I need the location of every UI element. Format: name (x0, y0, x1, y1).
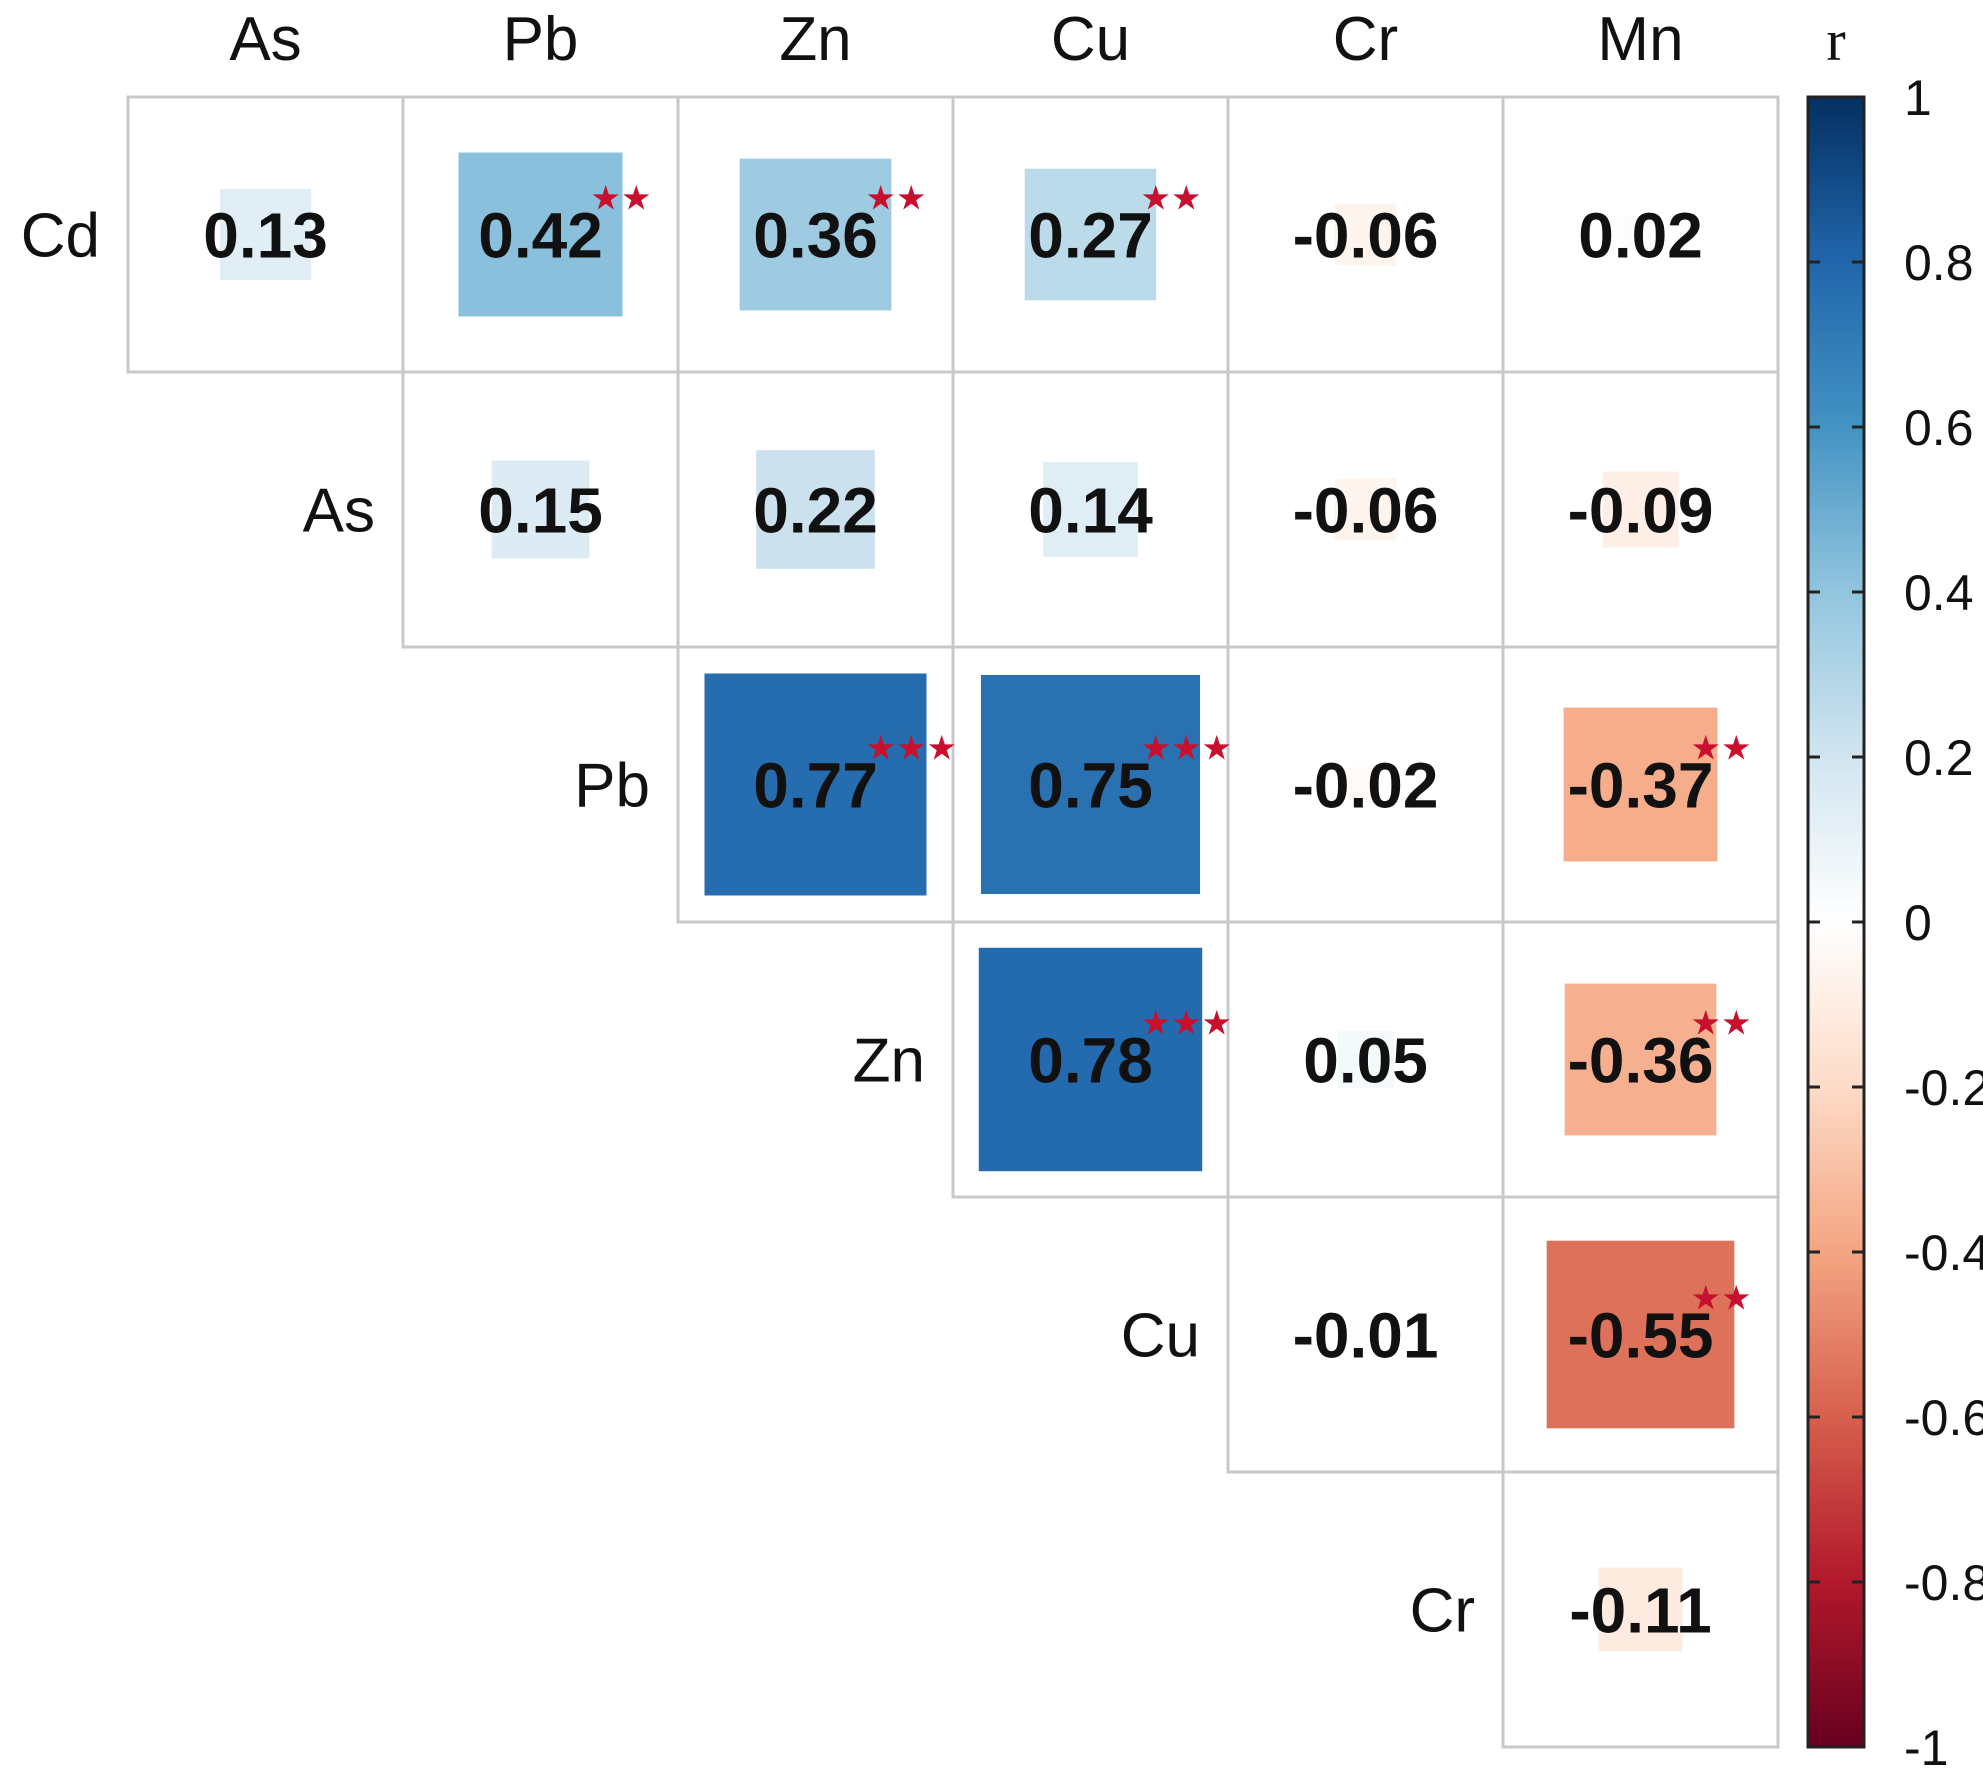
column-label-mn: Mn (1597, 5, 1683, 74)
cell-square-cd-cu (1024, 168, 1157, 301)
cell-square-cd-cr (1334, 203, 1397, 266)
row-label-cr: Cr (1410, 1577, 1475, 1646)
significance-stars-cu-mn: ★★ (1691, 1279, 1752, 1319)
cell-square-as-cu (1043, 462, 1138, 557)
colorbar-tick-label: -1 (1904, 1720, 1948, 1776)
cell-square-cd-pb (458, 152, 623, 317)
cell-value-cd-pb: 0.42 (478, 200, 603, 272)
cell-value-as-zn: 0.22 (753, 475, 878, 547)
cell-value-cd-as: 0.13 (203, 200, 328, 272)
cell-square-pb-cu (980, 674, 1201, 895)
significance-stars-cd-pb: ★★ (591, 179, 652, 219)
colorbar-tick-label: -0.6 (1904, 1390, 1983, 1446)
cell-value-pb-cr: -0.02 (1293, 750, 1439, 822)
cell-value-cr-mn: -0.11 (1569, 1575, 1711, 1647)
significance-stars-pb-cu: ★★★ (1141, 729, 1232, 769)
cell-square-cd-as (219, 188, 312, 281)
row-labels: Cd As Pb Zn Cu Cr (21, 202, 1475, 1646)
cell-value-cd-mn: 0.02 (1578, 200, 1703, 272)
colorbar-title: r (1826, 8, 1845, 73)
cell-value-cu-cr: -0.01 (1293, 1300, 1439, 1372)
cell-square-zn-cr (1337, 1031, 1394, 1088)
cell-square-cd-mn (1622, 216, 1659, 253)
row-label-as: As (303, 477, 375, 546)
column-label-as: As (229, 5, 301, 74)
colorbar-tick-label: -0.4 (1904, 1225, 1983, 1281)
cell-square-pb-zn (704, 673, 927, 896)
colorbar-tick-label: -0.8 (1904, 1555, 1983, 1611)
significance-stars-cd-zn: ★★ (866, 179, 927, 219)
colorbar: r 1 0.8 0.6 0.4 0.2 0 -0.2 -0.4 -0.6 -0.8 -1 (1806, 8, 1983, 1776)
cell-value-cu-mn: -0.55 (1568, 1300, 1714, 1372)
significance-stars-pb-mn: ★★ (1691, 729, 1752, 769)
cell-value-zn-cu: 0.78 (1028, 1025, 1153, 1097)
cell-value-cd-cr: -0.06 (1293, 200, 1439, 272)
cell-value-as-cr: -0.06 (1293, 475, 1439, 547)
colorbar-tick-label: 1 (1904, 70, 1932, 126)
colorbar-tick-label: 0.2 (1904, 730, 1974, 786)
grid (126, 95, 1780, 1749)
colorbar-tick-label: 0 (1904, 895, 1932, 951)
column-label-zn: Zn (779, 5, 851, 74)
column-label-pb: Pb (503, 5, 579, 74)
significance-stars-pb-zn: ★★★ (866, 729, 957, 769)
significance-stars-zn-mn: ★★ (1691, 1004, 1752, 1044)
colorbar-tick-label: 0.8 (1904, 235, 1974, 291)
cell-value-zn-cr: 0.05 (1303, 1025, 1428, 1097)
cell-value-cd-zn: 0.36 (753, 200, 878, 272)
row-label-cd: Cd (21, 202, 100, 271)
cell-value-pb-zn: 0.77 (753, 750, 878, 822)
cell-square-as-cr (1334, 478, 1397, 541)
cell-square-pb-mn (1563, 707, 1718, 862)
grid-cell (1501, 1470, 1780, 1749)
cell-value-cd-cu: 0.27 (1028, 200, 1153, 272)
cell-value-as-mn: -0.09 (1568, 475, 1714, 547)
cell-square-cr-mn (1598, 1567, 1683, 1652)
row-label-cu: Cu (1121, 1302, 1200, 1371)
colorbar-tick-label: 0.6 (1904, 400, 1974, 456)
row-label-zn: Zn (853, 1027, 925, 1096)
cell-square-as-zn (756, 450, 875, 569)
cell-square-as-pb (491, 460, 590, 559)
column-label-cu: Cu (1051, 5, 1130, 74)
cells: 0.13 0.42★★0.36★★0.27★★-0.06 0.020.15 0.22 0… (203, 152, 1752, 1652)
colorbar-tick-label: 0.4 (1904, 565, 1974, 621)
cell-square-cu-mn (1546, 1240, 1735, 1429)
column-label-cr: Cr (1333, 5, 1398, 74)
colorbar-tick-label: -0.2 (1904, 1060, 1983, 1116)
cell-value-pb-mn: -0.37 (1568, 750, 1714, 822)
cell-square-pb-cr (1347, 766, 1384, 803)
significance-stars-cd-cu: ★★ (1141, 179, 1202, 219)
cell-value-pb-cu: 0.75 (1028, 750, 1153, 822)
column-labels: As Pb Zn Cu Cr Mn (229, 5, 1683, 74)
cell-square-as-mn (1602, 471, 1679, 548)
cell-square-zn-cu (978, 947, 1203, 1172)
cell-value-zn-mn: -0.36 (1568, 1025, 1714, 1097)
cell-square-cu-cr (1352, 1321, 1379, 1348)
row-label-pb: Pb (574, 752, 650, 821)
cell-value-as-cu: 0.14 (1028, 475, 1153, 547)
cell-square-zn-mn (1564, 983, 1717, 1136)
cell-value-as-pb: 0.15 (478, 475, 603, 547)
cell-square-cd-zn (739, 158, 892, 311)
significance-stars-zn-cu: ★★★ (1141, 1004, 1232, 1044)
